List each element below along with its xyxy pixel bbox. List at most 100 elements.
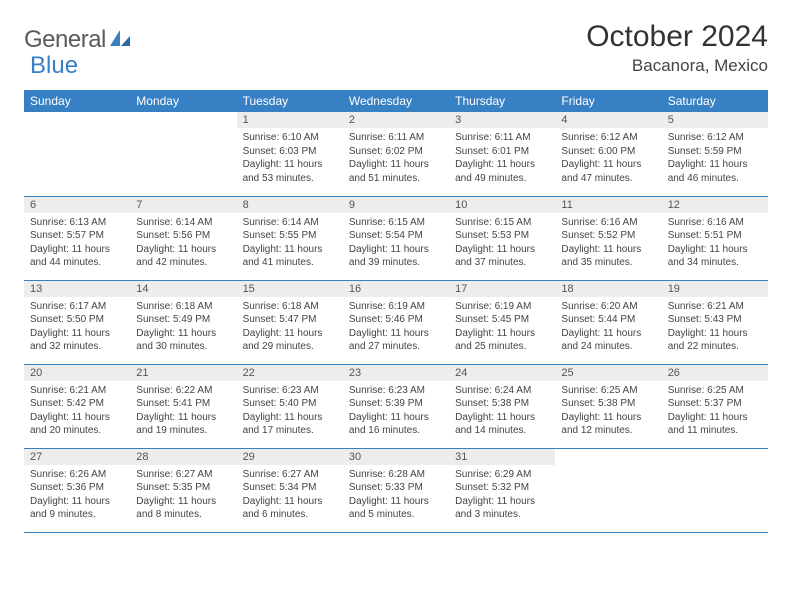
day-number: 5 — [662, 112, 768, 128]
day-cell: 12Sunrise: 6:16 AMSunset: 5:51 PMDayligh… — [662, 196, 768, 280]
day-details: Sunrise: 6:16 AMSunset: 5:52 PMDaylight:… — [555, 213, 661, 274]
day-cell: 19Sunrise: 6:21 AMSunset: 5:43 PMDayligh… — [662, 280, 768, 364]
day-cell: 17Sunrise: 6:19 AMSunset: 5:45 PMDayligh… — [449, 280, 555, 364]
day-number: 7 — [130, 197, 236, 213]
day-details: Sunrise: 6:25 AMSunset: 5:37 PMDaylight:… — [662, 381, 768, 442]
day-header-row: SundayMondayTuesdayWednesdayThursdayFrid… — [24, 90, 768, 112]
logo-text-blue: Blue — [30, 52, 78, 80]
day-number: 31 — [449, 449, 555, 465]
day-number: 3 — [449, 112, 555, 128]
day-details: Sunrise: 6:10 AMSunset: 6:03 PMDaylight:… — [237, 128, 343, 189]
day-cell: 30Sunrise: 6:28 AMSunset: 5:33 PMDayligh… — [343, 448, 449, 532]
empty-cell — [555, 448, 661, 532]
day-number: 14 — [130, 281, 236, 297]
empty-cell — [662, 448, 768, 532]
location-label: Bacanora, Mexico — [586, 56, 768, 76]
day-number: 1 — [237, 112, 343, 128]
month-title: October 2024 — [586, 20, 768, 54]
day-number: 30 — [343, 449, 449, 465]
day-cell: 23Sunrise: 6:23 AMSunset: 5:39 PMDayligh… — [343, 364, 449, 448]
day-cell: 3Sunrise: 6:11 AMSunset: 6:01 PMDaylight… — [449, 112, 555, 196]
day-details: Sunrise: 6:27 AMSunset: 5:34 PMDaylight:… — [237, 465, 343, 526]
day-details: Sunrise: 6:18 AMSunset: 5:47 PMDaylight:… — [237, 297, 343, 358]
day-cell: 16Sunrise: 6:19 AMSunset: 5:46 PMDayligh… — [343, 280, 449, 364]
day-number: 29 — [237, 449, 343, 465]
day-number: 25 — [555, 365, 661, 381]
day-number: 16 — [343, 281, 449, 297]
day-cell: 18Sunrise: 6:20 AMSunset: 5:44 PMDayligh… — [555, 280, 661, 364]
day-details: Sunrise: 6:29 AMSunset: 5:32 PMDaylight:… — [449, 465, 555, 526]
calendar-body: 1Sunrise: 6:10 AMSunset: 6:03 PMDaylight… — [24, 112, 768, 532]
day-number: 28 — [130, 449, 236, 465]
day-cell: 25Sunrise: 6:25 AMSunset: 5:38 PMDayligh… — [555, 364, 661, 448]
empty-cell — [130, 112, 236, 196]
day-cell: 20Sunrise: 6:21 AMSunset: 5:42 PMDayligh… — [24, 364, 130, 448]
day-cell: 9Sunrise: 6:15 AMSunset: 5:54 PMDaylight… — [343, 196, 449, 280]
day-number: 20 — [24, 365, 130, 381]
day-cell: 6Sunrise: 6:13 AMSunset: 5:57 PMDaylight… — [24, 196, 130, 280]
day-number: 26 — [662, 365, 768, 381]
day-cell: 27Sunrise: 6:26 AMSunset: 5:36 PMDayligh… — [24, 448, 130, 532]
day-number: 15 — [237, 281, 343, 297]
sail-icon — [108, 28, 132, 53]
logo-text-general: General — [24, 26, 106, 54]
empty-cell — [24, 112, 130, 196]
day-details: Sunrise: 6:13 AMSunset: 5:57 PMDaylight:… — [24, 213, 130, 274]
day-number: 24 — [449, 365, 555, 381]
day-details: Sunrise: 6:21 AMSunset: 5:43 PMDaylight:… — [662, 297, 768, 358]
day-number: 23 — [343, 365, 449, 381]
day-cell: 28Sunrise: 6:27 AMSunset: 5:35 PMDayligh… — [130, 448, 236, 532]
day-details: Sunrise: 6:27 AMSunset: 5:35 PMDaylight:… — [130, 465, 236, 526]
day-number: 13 — [24, 281, 130, 297]
day-number: 22 — [237, 365, 343, 381]
day-header: Wednesday — [343, 90, 449, 112]
day-cell: 2Sunrise: 6:11 AMSunset: 6:02 PMDaylight… — [343, 112, 449, 196]
day-header: Saturday — [662, 90, 768, 112]
day-details: Sunrise: 6:15 AMSunset: 5:54 PMDaylight:… — [343, 213, 449, 274]
title-block: October 2024 Bacanora, Mexico — [586, 20, 768, 76]
day-number: 8 — [237, 197, 343, 213]
day-details: Sunrise: 6:17 AMSunset: 5:50 PMDaylight:… — [24, 297, 130, 358]
day-cell: 10Sunrise: 6:15 AMSunset: 5:53 PMDayligh… — [449, 196, 555, 280]
day-number: 6 — [24, 197, 130, 213]
day-number: 10 — [449, 197, 555, 213]
day-details: Sunrise: 6:15 AMSunset: 5:53 PMDaylight:… — [449, 213, 555, 274]
day-details: Sunrise: 6:19 AMSunset: 5:46 PMDaylight:… — [343, 297, 449, 358]
day-details: Sunrise: 6:20 AMSunset: 5:44 PMDaylight:… — [555, 297, 661, 358]
day-number: 12 — [662, 197, 768, 213]
day-number: 11 — [555, 197, 661, 213]
day-header: Monday — [130, 90, 236, 112]
day-number: 27 — [24, 449, 130, 465]
day-header: Tuesday — [237, 90, 343, 112]
day-details: Sunrise: 6:21 AMSunset: 5:42 PMDaylight:… — [24, 381, 130, 442]
day-cell: 1Sunrise: 6:10 AMSunset: 6:03 PMDaylight… — [237, 112, 343, 196]
day-cell: 5Sunrise: 6:12 AMSunset: 5:59 PMDaylight… — [662, 112, 768, 196]
day-details: Sunrise: 6:26 AMSunset: 5:36 PMDaylight:… — [24, 465, 130, 526]
day-number: 9 — [343, 197, 449, 213]
day-cell: 26Sunrise: 6:25 AMSunset: 5:37 PMDayligh… — [662, 364, 768, 448]
day-cell: 7Sunrise: 6:14 AMSunset: 5:56 PMDaylight… — [130, 196, 236, 280]
header: General October 2024 Bacanora, Mexico — [24, 20, 768, 76]
day-details: Sunrise: 6:14 AMSunset: 5:56 PMDaylight:… — [130, 213, 236, 274]
day-details: Sunrise: 6:14 AMSunset: 5:55 PMDaylight:… — [237, 213, 343, 274]
day-cell: 29Sunrise: 6:27 AMSunset: 5:34 PMDayligh… — [237, 448, 343, 532]
logo: General — [24, 20, 134, 54]
day-details: Sunrise: 6:12 AMSunset: 5:59 PMDaylight:… — [662, 128, 768, 189]
day-number: 18 — [555, 281, 661, 297]
calendar-table: SundayMondayTuesdayWednesdayThursdayFrid… — [24, 90, 768, 533]
day-cell: 8Sunrise: 6:14 AMSunset: 5:55 PMDaylight… — [237, 196, 343, 280]
day-cell: 15Sunrise: 6:18 AMSunset: 5:47 PMDayligh… — [237, 280, 343, 364]
day-details: Sunrise: 6:16 AMSunset: 5:51 PMDaylight:… — [662, 213, 768, 274]
day-cell: 4Sunrise: 6:12 AMSunset: 6:00 PMDaylight… — [555, 112, 661, 196]
day-cell: 24Sunrise: 6:24 AMSunset: 5:38 PMDayligh… — [449, 364, 555, 448]
day-details: Sunrise: 6:11 AMSunset: 6:01 PMDaylight:… — [449, 128, 555, 189]
day-details: Sunrise: 6:11 AMSunset: 6:02 PMDaylight:… — [343, 128, 449, 189]
day-cell: 22Sunrise: 6:23 AMSunset: 5:40 PMDayligh… — [237, 364, 343, 448]
day-details: Sunrise: 6:23 AMSunset: 5:40 PMDaylight:… — [237, 381, 343, 442]
day-header: Friday — [555, 90, 661, 112]
day-number: 19 — [662, 281, 768, 297]
day-number: 17 — [449, 281, 555, 297]
day-cell: 31Sunrise: 6:29 AMSunset: 5:32 PMDayligh… — [449, 448, 555, 532]
day-details: Sunrise: 6:22 AMSunset: 5:41 PMDaylight:… — [130, 381, 236, 442]
day-cell: 11Sunrise: 6:16 AMSunset: 5:52 PMDayligh… — [555, 196, 661, 280]
